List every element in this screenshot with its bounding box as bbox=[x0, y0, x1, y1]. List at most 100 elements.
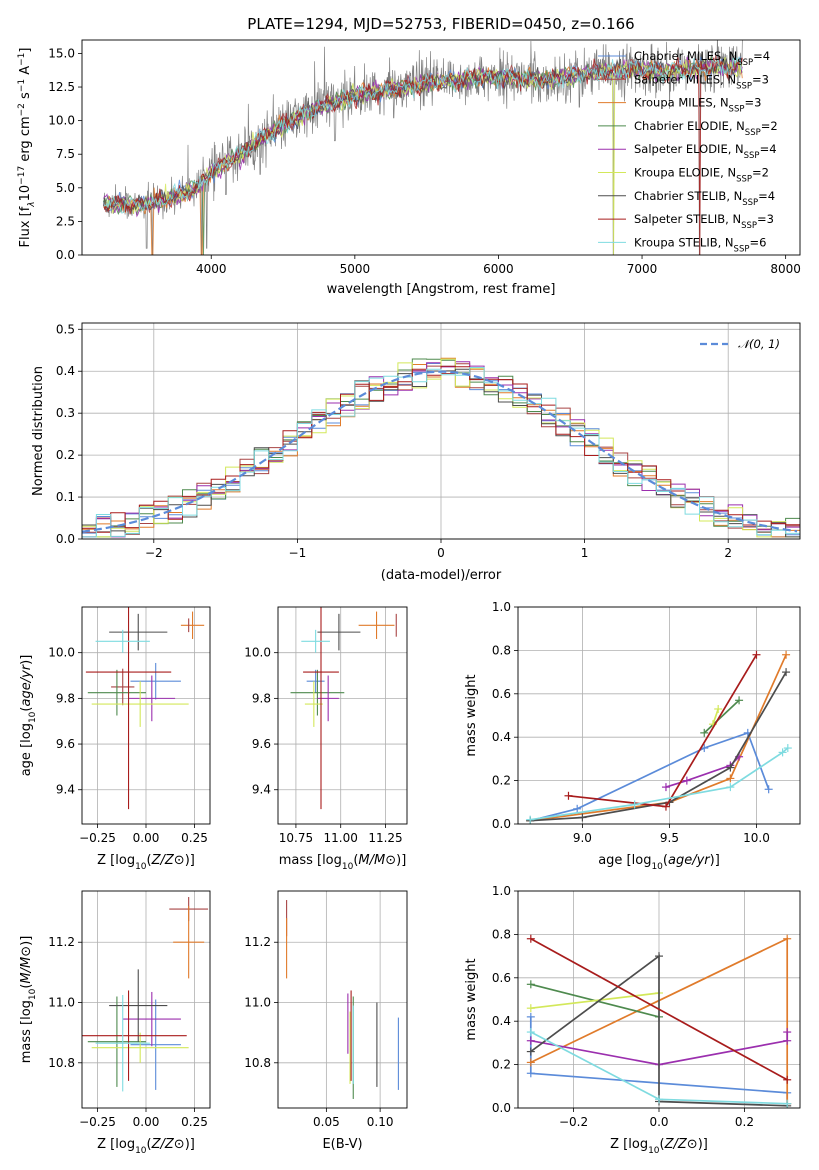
y-tick-label: 0.5 bbox=[56, 322, 75, 336]
x-tick-label: 0.25 bbox=[181, 1115, 208, 1129]
mass_age-plot-area bbox=[290, 607, 397, 810]
weight-marker-chabrier_miles bbox=[526, 1069, 535, 1078]
y-tick-label: 9.4 bbox=[252, 783, 271, 797]
weight-marker-kroupa_miles bbox=[526, 1058, 535, 1067]
errorbar-point-kroupa_miles bbox=[358, 611, 395, 639]
x-tick-label: 7000 bbox=[627, 262, 658, 276]
errorbar-point-chabrier_miles bbox=[306, 669, 325, 693]
x-tick-label: −0.2 bbox=[559, 1115, 588, 1129]
errorbar-point-salpeter_elodie bbox=[128, 675, 176, 722]
legend-entry-salpeter_miles: Salpeter MILES, NSSP=3 bbox=[634, 72, 769, 91]
axes-frame bbox=[81, 890, 211, 1109]
weight-marker-salpeter_elodie bbox=[661, 783, 670, 792]
weight-marker-chabrier_elodie bbox=[526, 980, 535, 989]
errorbar-point-salpeter_miles bbox=[111, 668, 135, 706]
weight-marker-salpeter_stelib bbox=[564, 791, 573, 800]
weight-line-kroupa_elodie bbox=[712, 708, 720, 725]
x-tick-label: −1 bbox=[289, 546, 307, 560]
x-tick-label: 10.75 bbox=[279, 831, 313, 845]
weight-marker-chabrier_elodie bbox=[735, 696, 744, 705]
weight-marker-chabrier_miles bbox=[573, 804, 582, 813]
errorbar-point-chabrier_elodie bbox=[87, 996, 146, 1087]
weight-marker-kroupa_stelib bbox=[630, 800, 639, 809]
errorbar-point-kroupa_miles bbox=[180, 611, 205, 639]
weight-marker-chabrier_stelib bbox=[782, 668, 791, 677]
axes-frame bbox=[277, 606, 408, 825]
errorbar-point-kroupa_elodie bbox=[91, 1032, 189, 1063]
weight-marker-salpeter_elodie bbox=[682, 776, 691, 785]
y-tick-label: 10.8 bbox=[244, 1056, 271, 1070]
weight-marker-kroupa_stelib bbox=[526, 815, 535, 824]
weight-marker-salpeter_elodie bbox=[783, 1036, 792, 1045]
mass_age-axes: 10.75 11.00 11.25 9.4 9.6 9.8 10.0 mass [log10(… bbox=[244, 606, 408, 872]
residuals-axes: −2 −1 0 1 2 0.0 0.1 0.2 0.3 0.4 0.5 (data-model)/er… bbox=[31, 322, 801, 583]
axes-frame bbox=[81, 606, 211, 825]
errorbar-point-kroupa_stelib bbox=[95, 629, 150, 653]
errorbar-point-salpeter_stelib bbox=[85, 607, 172, 810]
weight-marker-salpeter_stelib bbox=[526, 934, 535, 943]
y-tick-label: 10.0 bbox=[244, 646, 271, 660]
weight-marker-kroupa_stelib bbox=[783, 744, 792, 753]
axes-frame bbox=[277, 890, 408, 1109]
errorbar-point-kroupa_miles bbox=[173, 906, 205, 979]
y-tick-label: 0.0 bbox=[56, 532, 75, 546]
spectrum-plot-area bbox=[103, 40, 743, 255]
x-axis-label: Z [log10(Z/Z⊙)] bbox=[610, 1137, 708, 1156]
y-axis-label: Flux [fλ10−17 erg cm−2 s−1 A−1] bbox=[17, 48, 37, 248]
y-axis-label: mass weight bbox=[464, 674, 479, 756]
weight-marker-kroupa_miles bbox=[783, 934, 792, 943]
y-tick-label: 0.4 bbox=[492, 730, 511, 744]
weight-marker-kroupa_elodie bbox=[526, 1004, 535, 1013]
y-tick-label: 7.5 bbox=[56, 147, 75, 161]
x-tick-label: −2 bbox=[145, 546, 163, 560]
y-tick-label: 5.0 bbox=[56, 181, 75, 195]
x-axis-label: mass [log10(M/M⊙)] bbox=[279, 853, 407, 872]
x-tick-label: 0.0 bbox=[649, 1115, 668, 1129]
ebv_mass-plot-area bbox=[286, 900, 399, 1099]
legend-entry-salpeter_elodie: Salpeter ELODIE, NSSP=4 bbox=[634, 142, 777, 161]
weight-line-salpeter_elodie bbox=[530, 1032, 789, 1066]
x-tick-label: 6000 bbox=[483, 262, 514, 276]
y-tick-label: 2.5 bbox=[56, 214, 75, 228]
y-tick-label: 11.0 bbox=[244, 996, 271, 1010]
weight-marker-salpeter_stelib bbox=[783, 1075, 792, 1084]
y-tick-label: 1.0 bbox=[492, 600, 511, 614]
normal-curve bbox=[82, 370, 798, 533]
y-tick-label: 1.0 bbox=[492, 884, 511, 898]
y-tick-label: 0.2 bbox=[492, 1058, 511, 1072]
legend-entry-kroupa_miles: Kroupa MILES, NSSP=3 bbox=[634, 96, 761, 115]
x-axis-label: age [log10(age/yr)] bbox=[598, 853, 720, 872]
x-tick-label: 4000 bbox=[196, 262, 227, 276]
weight-marker-kroupa_stelib bbox=[783, 1099, 792, 1108]
x-tick-label: 0 bbox=[437, 546, 445, 560]
weight-marker-chabrier_stelib bbox=[726, 763, 735, 772]
axes-frame bbox=[517, 606, 801, 825]
weight-marker-chabrier_stelib bbox=[578, 813, 587, 822]
weight-marker-kroupa_miles bbox=[726, 774, 735, 783]
y-tick-label: 0.2 bbox=[492, 774, 511, 788]
weight-marker-kroupa_miles bbox=[782, 650, 791, 659]
z_weight-plot-area bbox=[526, 934, 792, 1108]
ebv_mass-axes: 0.05 0.10 10.8 11.0 11.2 E(B-V) bbox=[244, 890, 408, 1152]
weight-marker-chabrier_elodie bbox=[700, 728, 709, 737]
x-tick-label: 0.00 bbox=[133, 1115, 160, 1129]
spectrum-axes: 4000 5000 6000 7000 8000 0.0 2.5 5.0 7.5 10.0 12.5… bbox=[17, 39, 801, 297]
y-tick-label: 12.5 bbox=[48, 80, 75, 94]
y-axis-label: mass weight bbox=[464, 958, 479, 1040]
x-tick-label: 10.0 bbox=[743, 831, 770, 845]
model-spectrum-salpeter_stelib bbox=[103, 56, 743, 255]
weight-marker-kroupa_stelib bbox=[526, 1028, 535, 1037]
y-tick-label: 9.6 bbox=[56, 737, 75, 751]
x-axis-label: Z [log10(Z/Z⊙)] bbox=[97, 853, 195, 872]
weight-marker-salpeter_stelib bbox=[661, 802, 670, 811]
residuals-plot-area bbox=[82, 357, 800, 538]
weight-line-kroupa_miles bbox=[530, 654, 787, 822]
y-tick-label: 0.0 bbox=[492, 1101, 511, 1115]
y-tick-label: 9.6 bbox=[252, 737, 271, 751]
errorbar-point-kroupa_elodie bbox=[91, 681, 189, 727]
errorbar-point-chabrier_elodie bbox=[87, 669, 146, 716]
weight-marker-salpeter_elodie bbox=[526, 1036, 535, 1045]
y-tick-label: 11.0 bbox=[48, 996, 75, 1010]
errorbar-point-chabrier_stelib bbox=[317, 613, 361, 651]
